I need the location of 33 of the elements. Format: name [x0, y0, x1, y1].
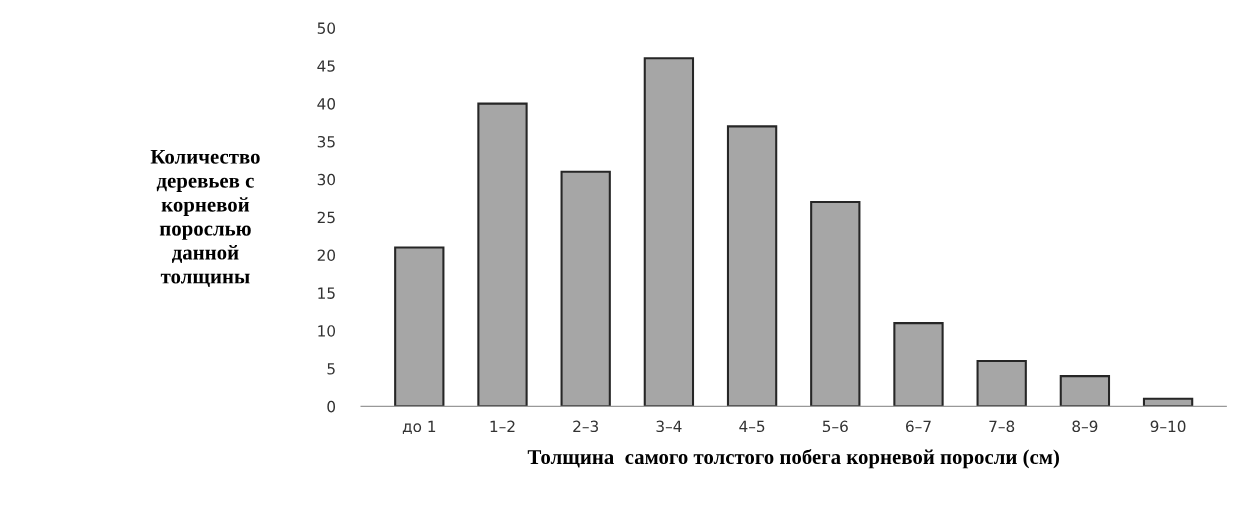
bar	[394, 246, 445, 407]
bar	[726, 125, 778, 407]
x-tick-label: 5–6	[822, 420, 848, 433]
x-axis-title: Толщина самого толстого побега корневой поросли (см)	[527, 448, 1059, 469]
bar	[893, 322, 944, 407]
y-tick-label: 0	[327, 400, 336, 413]
y-tick-label: 10	[318, 325, 336, 337]
bar	[810, 200, 861, 407]
y-tick-label: 5	[327, 363, 335, 375]
y-tick-label: 35	[317, 135, 335, 148]
x-tick-label: 1–2	[490, 420, 515, 432]
bar	[560, 170, 611, 407]
bar	[643, 57, 695, 407]
y-tick-label: 15	[318, 287, 335, 299]
x-tick-label: 2–3	[573, 420, 598, 433]
y-axis-title: Количество деревьев с корневой порослью данной толщины	[150, 149, 260, 287]
x-tick-label: 7–8	[989, 420, 1015, 433]
y-tick-label: 50	[317, 22, 336, 34]
y-tick-label: 40	[317, 98, 336, 110]
y-tick-label: 45	[317, 60, 335, 72]
x-tick-label: 8–9	[1072, 420, 1098, 433]
y-tick-label: 20	[317, 249, 336, 262]
x-tick-label: 3–4	[656, 420, 682, 433]
x-tick-label: 4–5	[739, 420, 765, 433]
bar	[1059, 375, 1111, 407]
bar	[477, 102, 528, 407]
y-tick-label: 30	[317, 173, 336, 186]
x-tick-label: 9–10	[1150, 420, 1186, 433]
bar	[1142, 397, 1194, 407]
bar	[976, 359, 1027, 407]
y-tick-label: 25	[317, 211, 335, 224]
x-tick-label: 6–7	[906, 420, 931, 433]
x-tick-label: до 1	[402, 420, 436, 435]
